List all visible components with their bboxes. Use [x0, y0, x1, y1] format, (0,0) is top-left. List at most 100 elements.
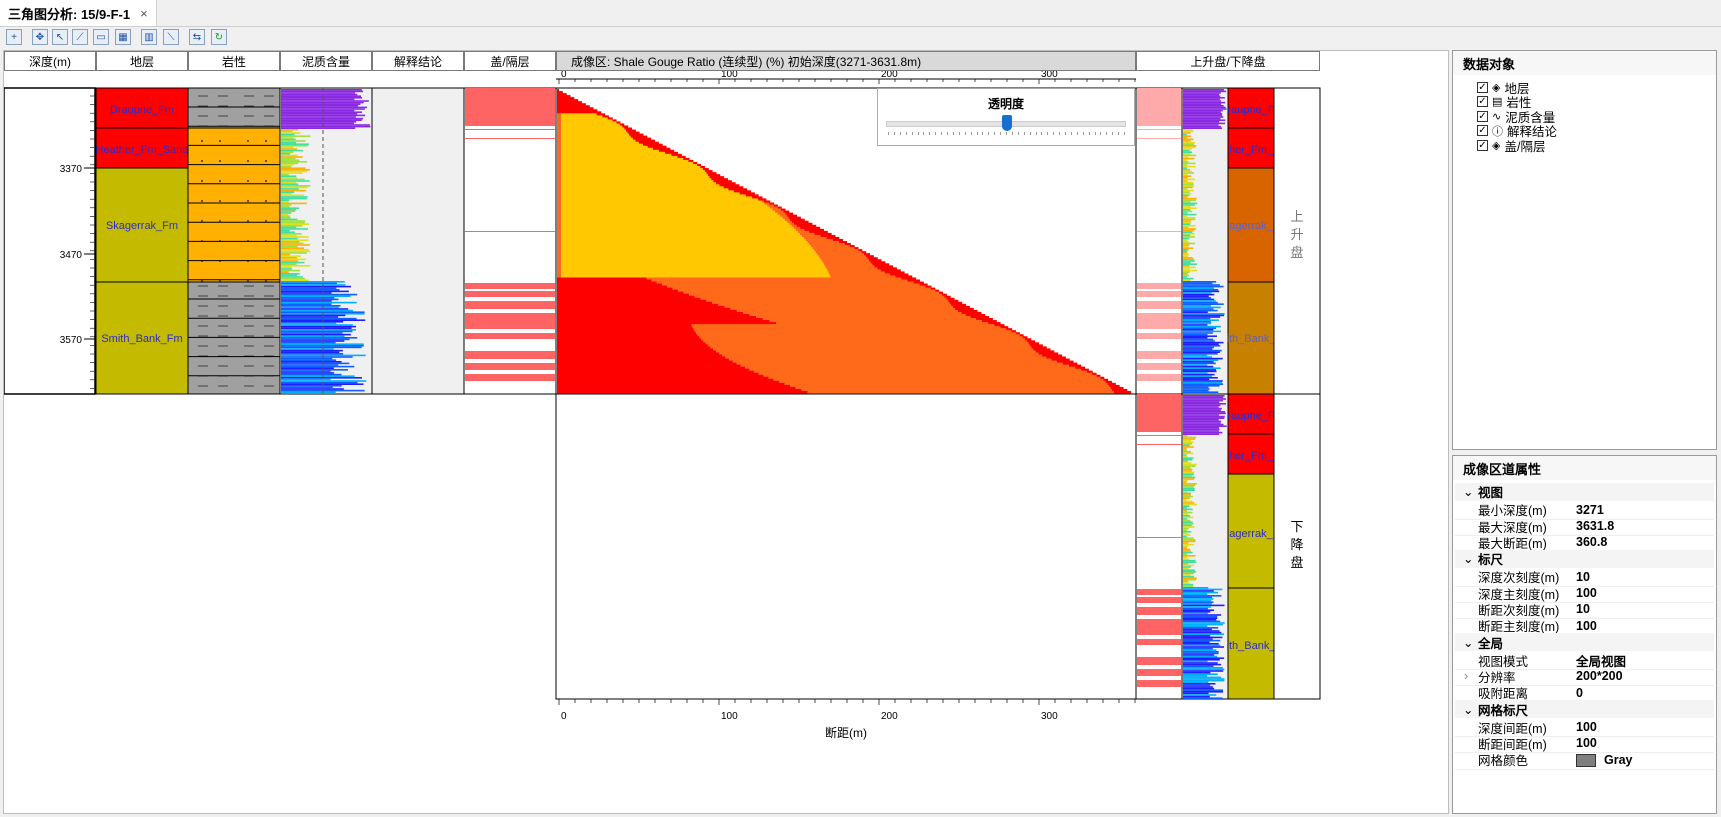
tree-item-label: 地层 — [1504, 81, 1530, 96]
refresh-icon[interactable]: ↻ — [211, 29, 227, 45]
tree-item-3[interactable]: ✓ ⓘ 解释结论 — [1477, 123, 1557, 139]
depth-tick-label: 3470 — [60, 250, 83, 261]
prop-key: 断距次刻度(m) — [1478, 603, 1560, 618]
chevron-down-icon[interactable]: ⌄ — [1463, 635, 1474, 650]
chevron-down-icon[interactable]: ⌄ — [1463, 485, 1474, 500]
prop-value: 100 — [1576, 736, 1597, 751]
checkbox-icon[interactable]: ✓ — [1477, 110, 1488, 122]
prop-key: 吸附距离 — [1478, 687, 1529, 702]
prop-value: 3271 — [1576, 502, 1604, 517]
select-icon[interactable]: ↖ — [52, 29, 68, 45]
prop-key: 视图模式 — [1478, 654, 1529, 669]
header-cap: 盖/隔层 — [464, 51, 556, 71]
tree-item-label: 盖/隔层 — [1504, 139, 1546, 154]
tracks-canvas: 3370 3470 3570 Draupne_Fm Heather_Fm_San… — [4, 71, 1321, 740]
main-canvas: 深度(m) 地层 岩性 泥质含量 解释结论 盖/隔层 成像区: Shale Go… — [3, 50, 1449, 814]
prop-value: 3631.8 — [1576, 519, 1615, 534]
prop-value: 360.8 — [1576, 535, 1608, 550]
throw-tick-label: 0 — [561, 71, 567, 80]
prop-value: 100 — [1576, 720, 1597, 735]
checkbox-icon[interactable]: ✓ — [1477, 96, 1488, 108]
throw-tick-label: 0 — [561, 711, 567, 722]
prop-row[interactable]: 视图模式 全局视图 — [1455, 651, 1714, 670]
throw-tick-label: 300 — [1041, 711, 1058, 722]
prop-row[interactable]: 深度间距(m) 100 — [1455, 718, 1714, 737]
tree-item-4[interactable]: ✓ ◈ 盖/隔层 — [1477, 137, 1546, 154]
prop-key: 最小深度(m) — [1478, 504, 1547, 519]
formation-label-lower: agerrak_ — [1229, 528, 1273, 540]
tree-item-1[interactable]: ✓ ▤ 岩性 — [1477, 94, 1531, 110]
lithology-icon: ▤ — [1492, 96, 1503, 109]
prop-key: 断距主刻度(m) — [1478, 620, 1560, 635]
pan-icon[interactable]: ✥ — [32, 29, 48, 45]
checkbox-icon[interactable]: ✓ — [1477, 81, 1488, 93]
prop-row[interactable]: 网格颜色 Gray — [1455, 751, 1714, 770]
prop-group-0[interactable]: ⌄ 视图 — [1455, 483, 1714, 501]
table-icon[interactable]: ▦ — [115, 29, 131, 45]
lithology-track — [187, 87, 281, 395]
checkbox-icon[interactable]: ✓ — [1477, 139, 1488, 151]
formation-track: Draupne_Fm Heather_Fm_Sand Skagerrak_Fm … — [95, 87, 189, 395]
prop-group-1[interactable]: ⌄ 标尺 — [1455, 550, 1714, 568]
prop-row[interactable]: 深度主刻度(m) 100 — [1455, 584, 1714, 603]
ruler-icon[interactable]: ⟍ — [163, 29, 179, 45]
depth-tick-label: 3370 — [60, 164, 83, 175]
prop-row[interactable]: › 分辨率 200*200 — [1455, 668, 1714, 687]
formation-smith-bank[interactable] — [95, 281, 189, 395]
sgr-triangle[interactable] — [557, 89, 1132, 394]
toolbar: + ✥ ↖ ⟋ ▭ ▦ ▥ ⟍ ⇆ ↻ — [0, 27, 1721, 49]
formation-label: Heather_Fm_Sand — [96, 144, 189, 156]
formation-label-upper: ith_Bank_ — [1227, 333, 1277, 345]
prop-row[interactable]: 断距间距(m) 100 — [1455, 735, 1714, 754]
prop-key: 最大断距(m) — [1478, 536, 1547, 551]
prop-value: 200*200 — [1576, 669, 1623, 684]
prop-value: 0 — [1576, 685, 1583, 700]
layers-icon: ◈ — [1492, 139, 1501, 152]
prop-row[interactable]: 深度次刻度(m) 10 — [1455, 568, 1714, 587]
tab-bar: 三角图分析: 15/9-F-1 × — [0, 0, 1721, 27]
tree-item-2[interactable]: ✓ ∿ 泥质含量 — [1477, 108, 1555, 125]
checkbox-icon[interactable]: ✓ — [1477, 125, 1488, 137]
grid-icon[interactable]: ▥ — [141, 29, 157, 45]
header-imaging: 成像区: Shale Gouge Ratio (连续型) (%) 初始深度(32… — [556, 51, 1136, 71]
chevron-down-icon[interactable]: ⌄ — [1463, 552, 1474, 567]
prop-group-3[interactable]: ⌄ 网格标尺 — [1455, 700, 1714, 719]
curve-icon: ∿ — [1492, 110, 1502, 123]
properties-panel: 成像区道属性 ⌄ 视图 最小深度(m) 3271 最大深度(m) 3631.8 最大断距(m… — [1452, 455, 1717, 814]
prop-key: 深度间距(m) — [1478, 721, 1547, 736]
prop-group-2[interactable]: ⌄ 全局 — [1455, 633, 1714, 652]
depth-tick-label: 3570 — [60, 335, 83, 346]
formation-label-lower: ith_Bank_ — [1227, 640, 1277, 652]
prop-row[interactable]: 最大深度(m) 3631.8 — [1455, 517, 1714, 536]
header-depth: 深度(m) — [4, 51, 96, 71]
prop-row[interactable]: 最小深度(m) 3271 — [1455, 501, 1714, 520]
tree-item-0[interactable]: ✓ ◈ 地层 — [1477, 79, 1530, 96]
transparency-slider-thumb[interactable] — [1002, 115, 1012, 131]
formation-label-upper: raupne_F — [1227, 104, 1274, 116]
throw-tick-label: 100 — [721, 711, 738, 722]
prop-key: 深度次刻度(m) — [1478, 571, 1560, 586]
prop-value: 10 — [1576, 602, 1590, 617]
close-icon[interactable]: × — [140, 5, 148, 21]
swap-icon[interactable]: ⇆ — [189, 29, 205, 45]
formation-skagerrak[interactable] — [95, 167, 189, 283]
export-icon[interactable]: ▭ — [93, 29, 109, 45]
formation-draupne[interactable] — [95, 87, 189, 129]
prop-key: 分辨率 — [1478, 670, 1516, 685]
tab-triangle-analysis[interactable]: 三角图分析: 15/9-F-1 × — [0, 0, 157, 26]
interpretation-track — [371, 87, 465, 395]
prop-value: 全局视图 — [1576, 654, 1627, 669]
header-lithology: 岩性 — [188, 51, 280, 71]
formation-label-upper: her_Fm_ — [1229, 144, 1274, 156]
chevron-down-icon[interactable]: ⌄ — [1463, 702, 1474, 717]
zoom-in-icon[interactable]: + — [6, 29, 22, 45]
chevron-right-icon[interactable]: › — [1464, 669, 1469, 684]
throw-axis-label: 断距(m) — [825, 725, 867, 740]
prop-key: 最大深度(m) — [1478, 520, 1547, 535]
color-swatch[interactable] — [1576, 753, 1596, 767]
measure-icon[interactable]: ⟋ — [72, 29, 88, 45]
formation-label: Skagerrak_Fm — [106, 220, 178, 232]
prop-row[interactable]: 断距次刻度(m) 10 — [1455, 601, 1714, 620]
shale-content-track — [279, 87, 373, 395]
throw-tick-label: 200 — [881, 711, 898, 722]
